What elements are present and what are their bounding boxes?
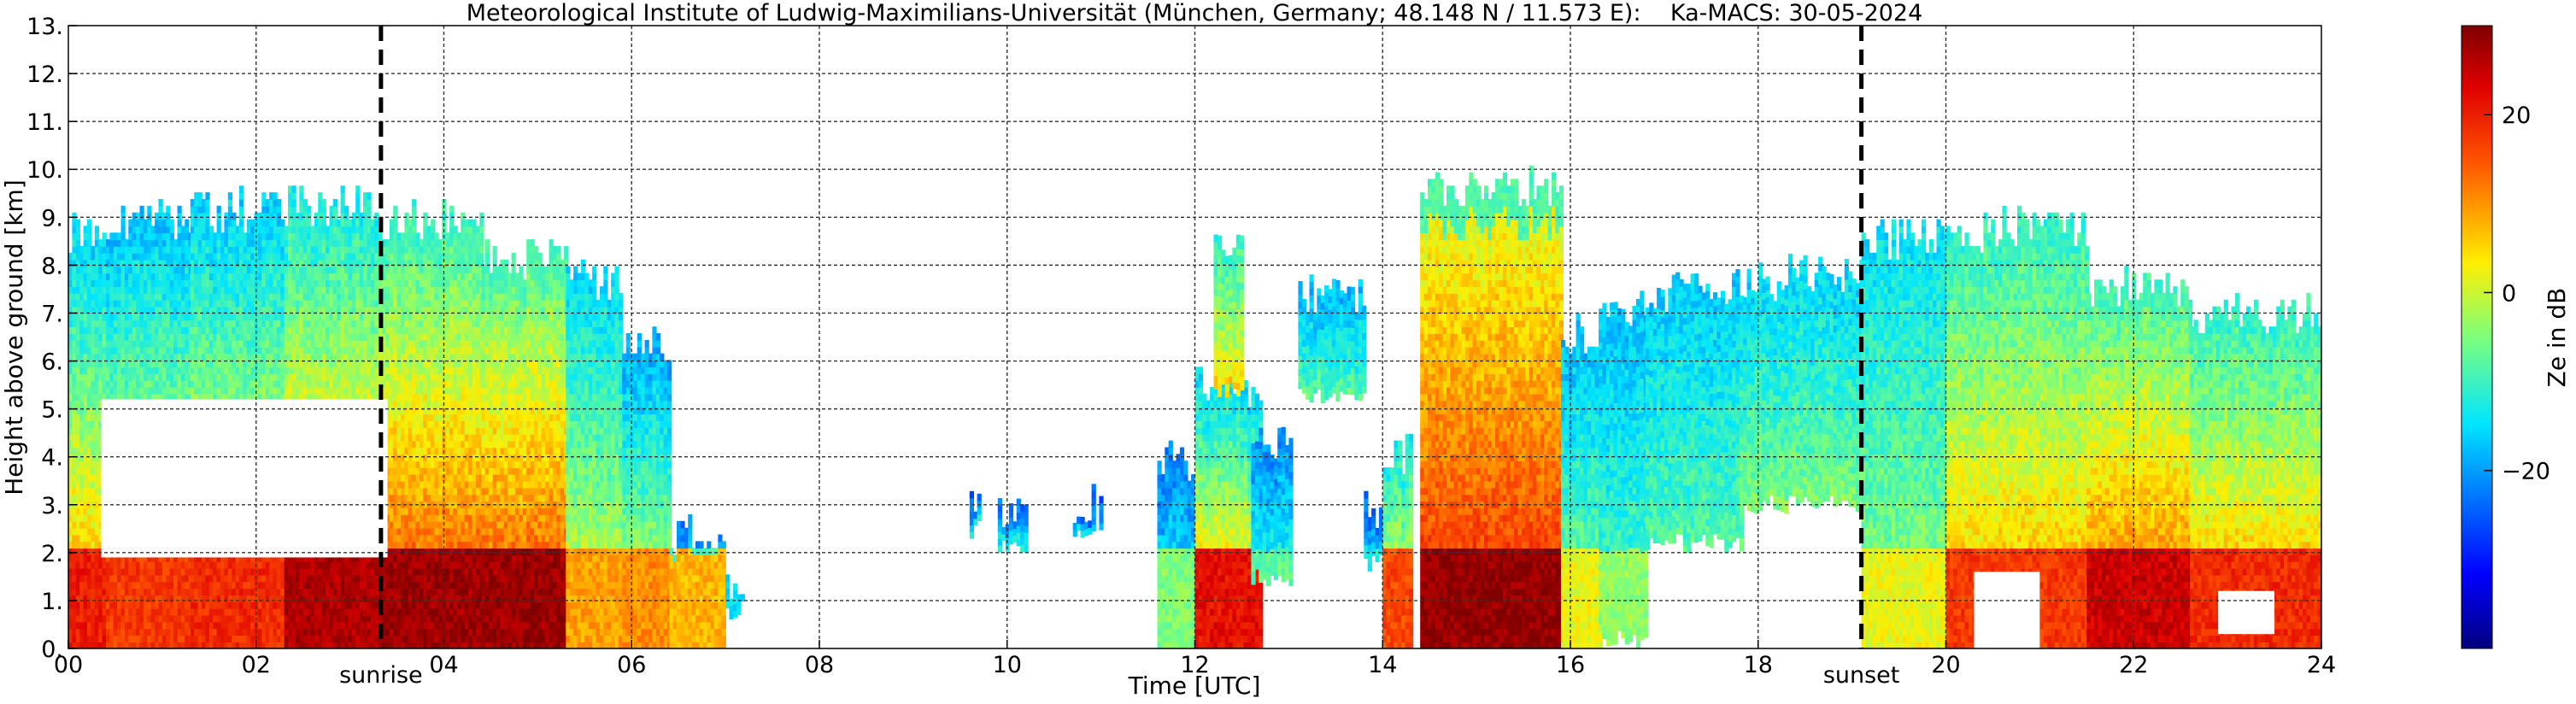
x-tick-label: 16 — [1556, 652, 1585, 678]
y-tick-label: 9. — [41, 205, 63, 232]
y-tick-label: 1. — [41, 589, 63, 615]
y-tick-label: 4. — [41, 445, 63, 472]
x-tick-label: 20 — [1931, 652, 1960, 678]
x-tick-label: 02 — [242, 652, 271, 678]
y-tick-label: 0. — [41, 637, 63, 663]
y-tick-label: 8. — [41, 253, 63, 279]
x-tick-label: 24 — [2307, 652, 2336, 678]
colorbar — [2462, 26, 2492, 648]
x-tick-label: 04 — [429, 652, 458, 678]
y-tick-label: 3. — [41, 493, 63, 519]
x-axis-label: Time [UTC] — [1128, 672, 1261, 700]
chart-title: Meteorological Institute of Ludwig-Maxim… — [466, 0, 1923, 26]
y-tick-label: 6. — [41, 349, 63, 376]
y-tick-label: 11. — [26, 109, 63, 136]
y-tick-label: 2. — [41, 541, 63, 567]
y-tick-label: 7. — [41, 301, 63, 327]
x-tick-label: 18 — [1744, 652, 1773, 678]
x-tick-label: 06 — [617, 652, 646, 678]
x-tick-label: 10 — [993, 652, 1022, 678]
y-tick-label: 13. — [26, 14, 63, 40]
sunrise-label: sunrise — [339, 662, 423, 689]
colorbar-ticks: 20 0 −20 — [2484, 103, 2550, 485]
x-tick-label: 14 — [1368, 652, 1397, 678]
y-tick-label: 5. — [41, 397, 63, 424]
y-tick-label: 12. — [26, 62, 63, 88]
y-axis-label: Height above ground [km] — [0, 179, 28, 496]
colorbar-tick-label: −20 — [2502, 459, 2550, 485]
x-tick-label: 08 — [805, 652, 834, 678]
colorbar-label: Ze in dB — [2543, 288, 2571, 388]
colorbar-tick-label: 20 — [2502, 103, 2531, 129]
sunset-label: sunset — [1823, 662, 1900, 689]
x-tick-label: 22 — [2119, 652, 2148, 678]
y-tick-label: 10. — [26, 157, 63, 184]
colorbar-tick-label: 0 — [2502, 280, 2516, 307]
